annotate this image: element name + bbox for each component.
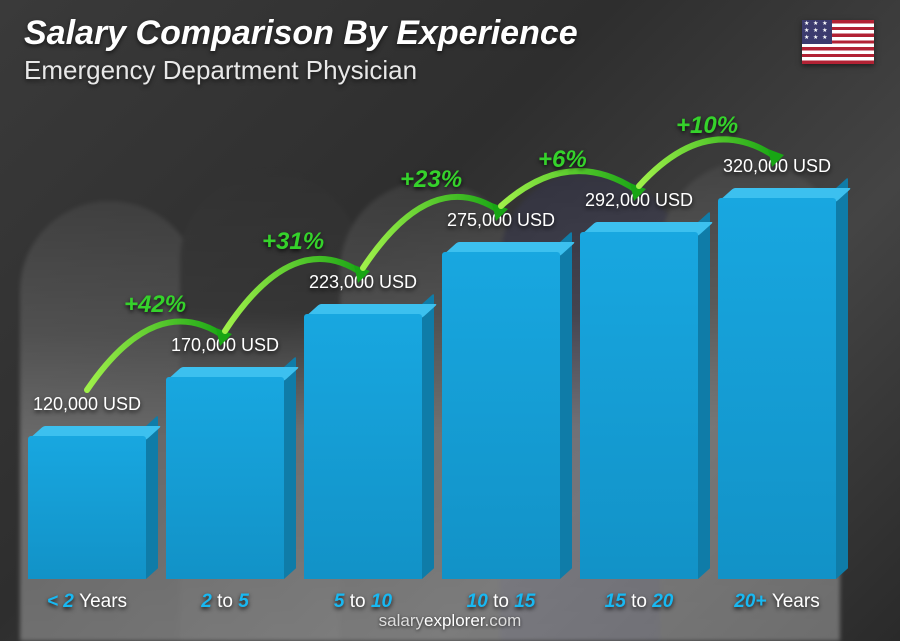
footer-brand: salaryexplorer.com: [0, 611, 900, 631]
bar-value-label: 120,000 USD: [17, 394, 157, 415]
brand-tld: .com: [485, 611, 522, 630]
us-flag-icon: [802, 20, 874, 64]
bar: 320,000 USD: [718, 198, 836, 579]
bar-category-label: 15 to 20: [569, 591, 709, 613]
infographic-canvas: Salary Comparison By Experience Emergenc…: [0, 0, 900, 641]
header: Salary Comparison By Experience Emergenc…: [24, 14, 876, 86]
bar-side: [698, 211, 710, 579]
bar-side: [836, 177, 848, 579]
bar-category-label: 5 to 10: [293, 591, 433, 613]
bar-value-label: 223,000 USD: [293, 272, 433, 293]
growth-pct-label: +23%: [400, 166, 462, 194]
bar-front: [442, 252, 560, 579]
bar-chart: 120,000 USD< 2 Years170,000 USD2 to 5+42…: [28, 99, 850, 579]
bar-value-label: 170,000 USD: [155, 335, 295, 356]
bar-category-label: 10 to 15: [431, 591, 571, 613]
chart-subtitle: Emergency Department Physician: [24, 55, 876, 86]
bar-category-label: 20+ Years: [707, 591, 847, 613]
bar-value-label: 275,000 USD: [431, 210, 571, 231]
growth-pct-label: +6%: [538, 146, 587, 174]
bar-side: [284, 356, 296, 579]
bar-value-label: 320,000 USD: [707, 156, 847, 177]
bar: 170,000 USD: [166, 377, 284, 579]
growth-pct-label: +10%: [676, 112, 738, 140]
bar: 292,000 USD: [580, 232, 698, 579]
bar-side: [560, 231, 572, 579]
bar-front: [304, 314, 422, 579]
growth-pct-label: +42%: [124, 291, 186, 319]
bar-category-label: < 2 Years: [17, 591, 157, 613]
bar-front: [166, 377, 284, 579]
bar-category-label: 2 to 5: [155, 591, 295, 613]
bar-front: [28, 436, 146, 579]
bar-front: [718, 198, 836, 579]
growth-pct-label: +31%: [262, 228, 324, 256]
bar: 120,000 USD: [28, 436, 146, 579]
bar: 223,000 USD: [304, 314, 422, 579]
chart-title: Salary Comparison By Experience: [24, 14, 876, 53]
bar-side: [146, 415, 158, 579]
bar: 275,000 USD: [442, 252, 560, 579]
bar-value-label: 292,000 USD: [569, 190, 709, 211]
brand-suffix: explorer: [424, 611, 484, 630]
bar-side: [422, 293, 434, 579]
bar-front: [580, 232, 698, 579]
brand-prefix: salary: [379, 611, 424, 630]
